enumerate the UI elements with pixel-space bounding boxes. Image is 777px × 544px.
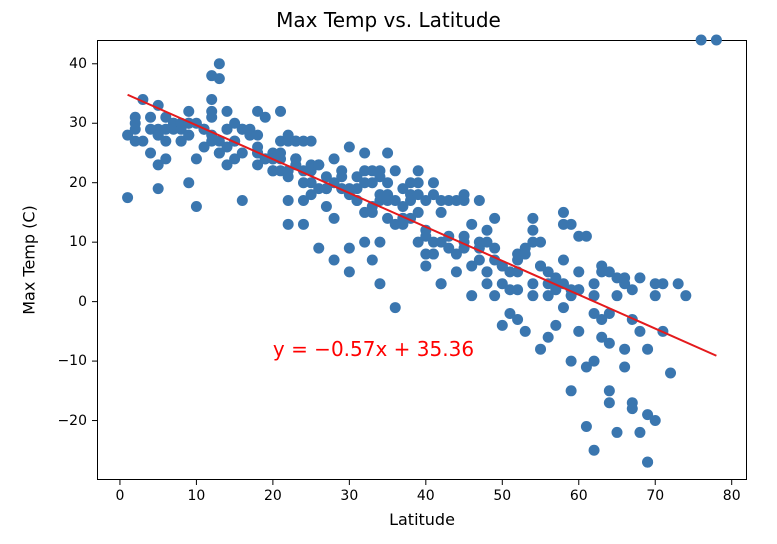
y-tick-label: 0: [78, 294, 87, 310]
x-axis-label: Latitude: [389, 510, 455, 529]
regression-line: [128, 95, 717, 356]
regression-equation-annotation: y = −0.57x + 35.36: [273, 337, 474, 361]
scatter-points: [122, 35, 722, 468]
plot-area: [97, 40, 747, 480]
y-tick-label: −20: [57, 413, 87, 429]
y-tick-label: 20: [69, 175, 87, 191]
y-tick-label: −10: [57, 353, 87, 369]
chart-title: Max Temp vs. Latitude: [0, 8, 777, 32]
x-tick-label: 80: [723, 488, 741, 504]
plot-svg: [97, 40, 747, 480]
x-tick-label: 70: [646, 488, 664, 504]
x-tick-label: 40: [417, 488, 435, 504]
scatter-chart: Max Temp vs. Latitude −20 −10 0 10 20 30 40 0 1…: [0, 0, 777, 544]
x-tick-label: 0: [115, 488, 124, 504]
y-tick-label: 30: [69, 115, 87, 131]
y-tick-label: 40: [69, 56, 87, 72]
x-tick-label: 50: [493, 488, 511, 504]
y-axis-label: Max Temp (C): [20, 205, 39, 315]
x-tick-label: 60: [570, 488, 588, 504]
y-tick-label: 10: [69, 234, 87, 250]
x-tick-label: 30: [340, 488, 358, 504]
x-tick-label: 10: [187, 488, 205, 504]
x-tick-label: 20: [264, 488, 282, 504]
